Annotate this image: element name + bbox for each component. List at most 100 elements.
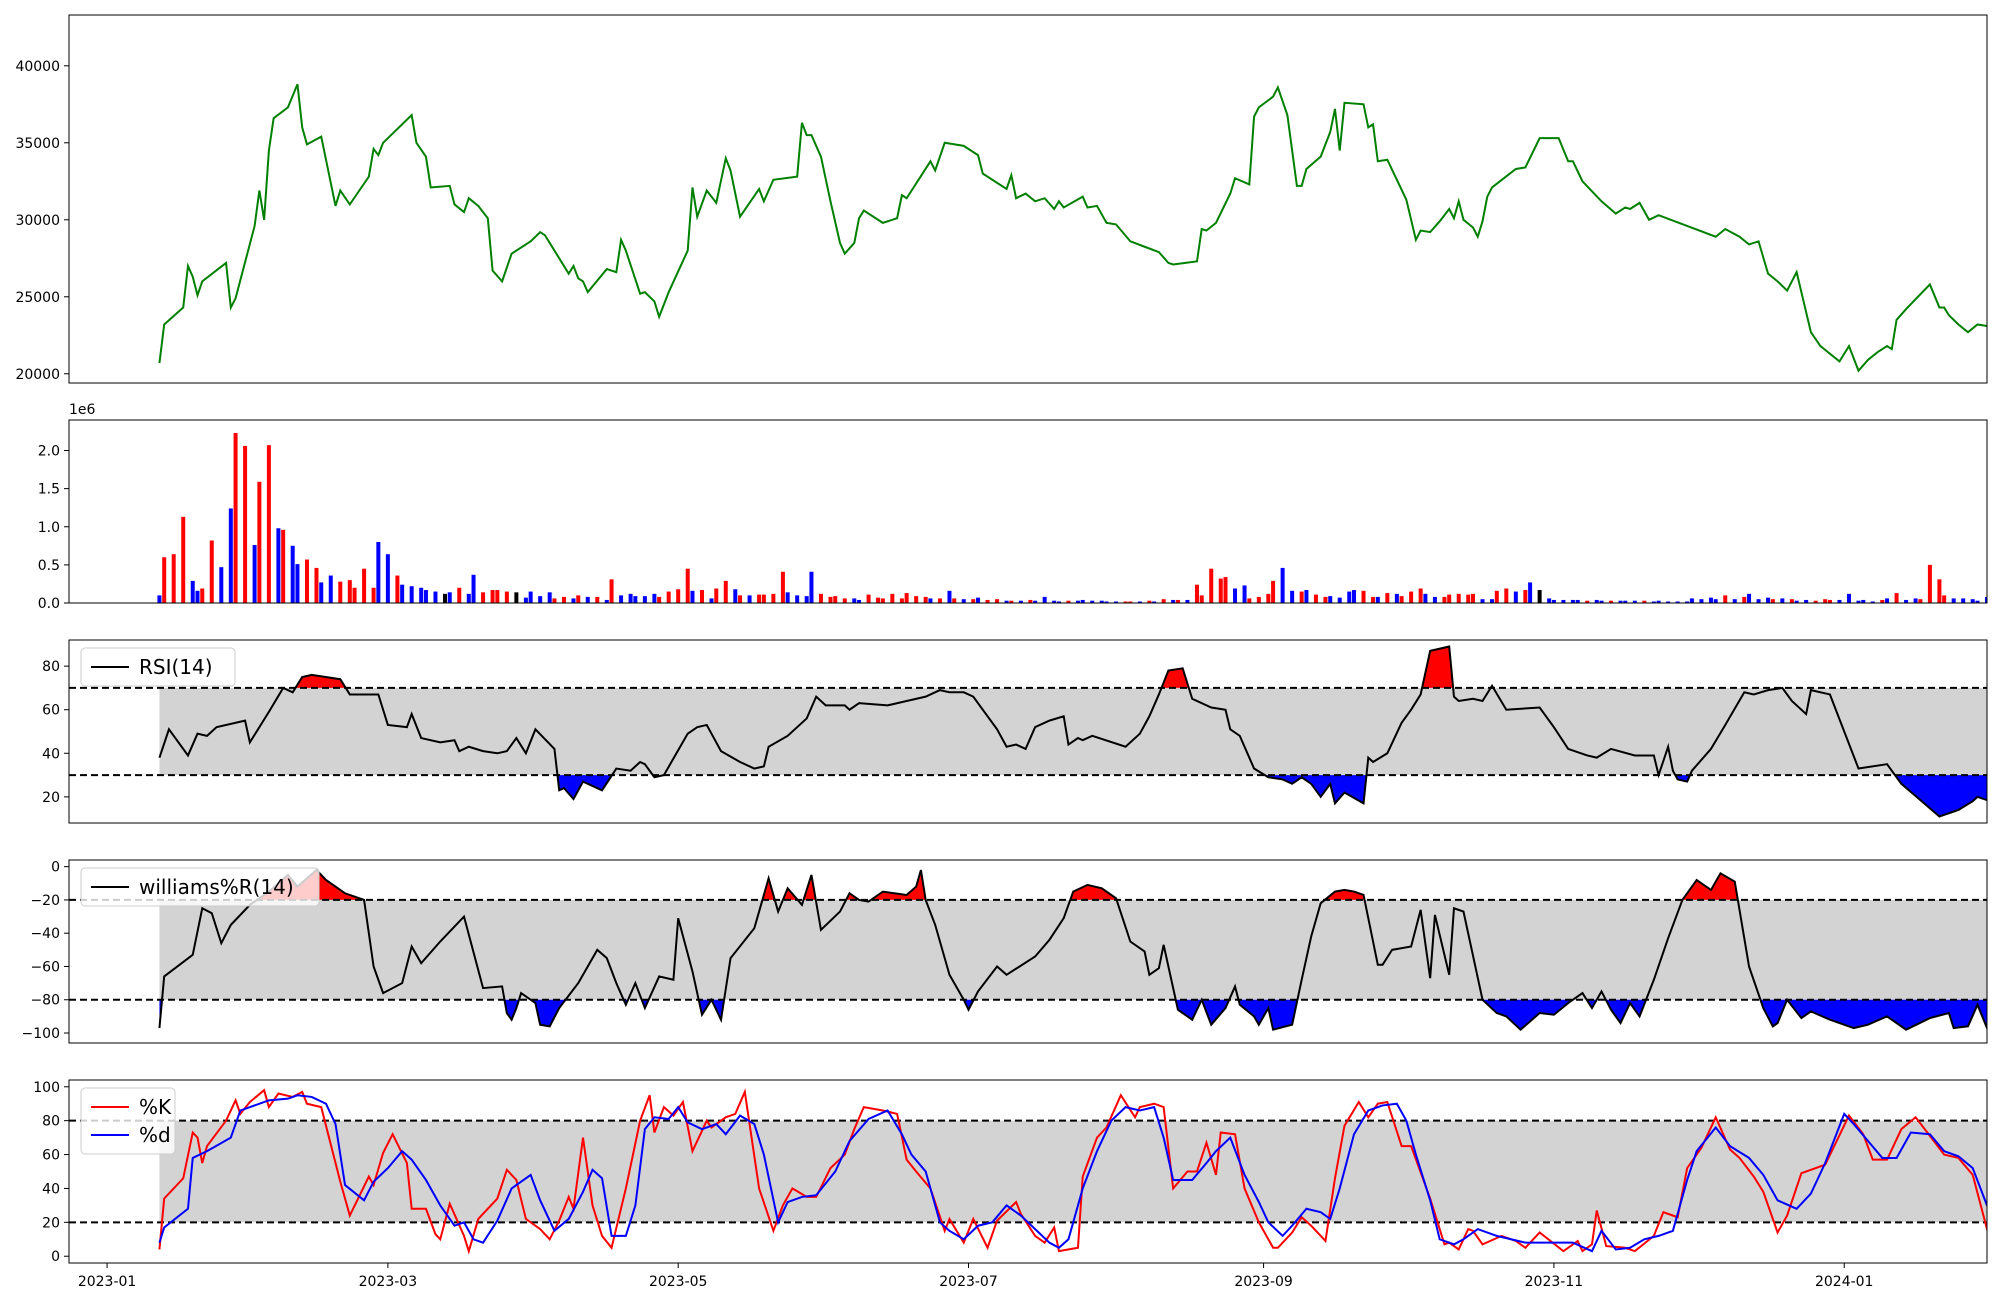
volume-bar: [857, 599, 862, 603]
volume-bar: [1209, 568, 1214, 603]
volume-bar: [1618, 600, 1623, 603]
volume-bar: [1913, 598, 1918, 603]
volume-bar: [866, 594, 871, 603]
y-tick-label: 0.5: [38, 558, 60, 574]
volume-bar: [423, 590, 428, 603]
volume-bar: [995, 599, 1000, 603]
volume-bar: [1323, 596, 1328, 603]
volume-bar: [319, 582, 324, 603]
legend-box: [80, 867, 320, 907]
volume-bar: [738, 595, 743, 603]
volume-bar: [1894, 593, 1899, 603]
volume-bar: [1028, 599, 1033, 603]
stochastic-panel: 0 20 40 60 80 100 %K %d 2023-01 2023-03 2023-05 202…: [33, 1079, 1988, 1290]
volume-bar: [733, 589, 738, 603]
volume-bar: [547, 592, 552, 603]
volume-bar: [1794, 600, 1799, 603]
volume-bar: [1747, 593, 1752, 603]
volume-bar: [1561, 599, 1566, 603]
volume-bar: [1194, 584, 1199, 603]
volume-bar: [419, 587, 424, 603]
williams-plot-area: [69, 868, 1987, 1032]
volume-bar: [985, 599, 990, 603]
volume-bar: [952, 598, 957, 603]
volume-bar: [657, 596, 662, 603]
legend-box: [80, 1087, 176, 1155]
volume-bar: [1052, 600, 1057, 603]
volume-bar: [1585, 600, 1590, 603]
volume-bar: [1223, 577, 1228, 603]
price-axes-frame: [68, 14, 1988, 384]
volume-bar: [1766, 597, 1771, 603]
volume-bar: [209, 540, 214, 603]
volume-bar: [1708, 597, 1713, 603]
volume-bar: [1547, 598, 1552, 603]
volume-bar: [1247, 598, 1252, 603]
x-tick-label: 2023-05: [649, 1274, 708, 1290]
volume-bar: [1594, 599, 1599, 603]
volume-bar: [1299, 591, 1304, 603]
volume-bar: [1951, 598, 1956, 603]
volume-bar: [1942, 595, 1947, 603]
volume-bar: [1513, 591, 1518, 603]
volume-bar: [1609, 600, 1614, 603]
volume-bar: [1337, 597, 1342, 603]
volume-bar: [642, 596, 647, 603]
volume-bar: [1537, 590, 1542, 603]
volume-bar: [795, 595, 800, 603]
volume-bar: [1280, 567, 1285, 603]
volume-bar: [1970, 599, 1975, 603]
williams-overbought-fill: [256, 869, 1738, 900]
volume-bar: [1171, 599, 1176, 603]
y-tick-label: 40: [42, 746, 60, 762]
volume-bar: [923, 596, 928, 603]
y-tick-label: 60: [42, 703, 60, 719]
stochastic-axes-frame: [68, 1079, 1988, 1264]
stochastic-d-line: [158, 1094, 1987, 1253]
volume-bar: [1466, 594, 1471, 603]
volume-bar: [1813, 600, 1818, 603]
band-fill: [159, 1120, 1987, 1223]
x-tick-label: 2023-11: [1525, 1274, 1584, 1290]
volume-bar: [162, 557, 167, 603]
volume-bar: [1685, 601, 1690, 603]
volume-bars: [157, 432, 1999, 603]
y-tick-label: −100: [22, 1026, 60, 1042]
volume-bar: [523, 597, 528, 603]
volume-bar: [400, 584, 405, 603]
volume-bar: [1599, 600, 1604, 603]
volume-bar: [1352, 590, 1357, 603]
volume-bar: [295, 564, 300, 603]
volume-bar: [1732, 599, 1737, 603]
volume-bar: [1456, 593, 1461, 603]
x-tick-label: 2023-09: [1234, 1274, 1293, 1290]
volume-bar: [495, 590, 500, 603]
volume-bar: [1742, 596, 1747, 603]
volume-bar: [633, 596, 638, 603]
volume-bar: [195, 590, 200, 603]
volume-bar: [628, 593, 633, 603]
volume-bar: [1885, 598, 1890, 603]
volume-bar: [961, 599, 966, 603]
rsi-panel: 20 40 60 80 RSI(14): [42, 639, 1988, 824]
volume-bar: [1789, 599, 1794, 603]
volume-bar: [385, 554, 390, 603]
volume-bar: [1995, 597, 1999, 603]
volume-bar: [181, 516, 186, 603]
price-panel: 20000 25000 30000 35000 40000: [15, 14, 1988, 384]
volume-bar: [1004, 600, 1009, 603]
volume-bar: [714, 588, 719, 603]
volume-bar: [1870, 601, 1875, 603]
volume-bar: [876, 597, 881, 603]
volume-bar: [1199, 595, 1204, 603]
y-tick-label: 40000: [15, 59, 60, 75]
volume-bar: [757, 594, 762, 603]
volume-bar: [904, 593, 909, 603]
volume-bar: [1137, 601, 1142, 603]
volume-bar: [1242, 585, 1247, 603]
y-tick-label: 0: [51, 860, 60, 876]
volume-bar: [328, 575, 333, 603]
volume-bar: [666, 591, 671, 603]
stochastic-plot-area: [69, 1088, 1987, 1255]
